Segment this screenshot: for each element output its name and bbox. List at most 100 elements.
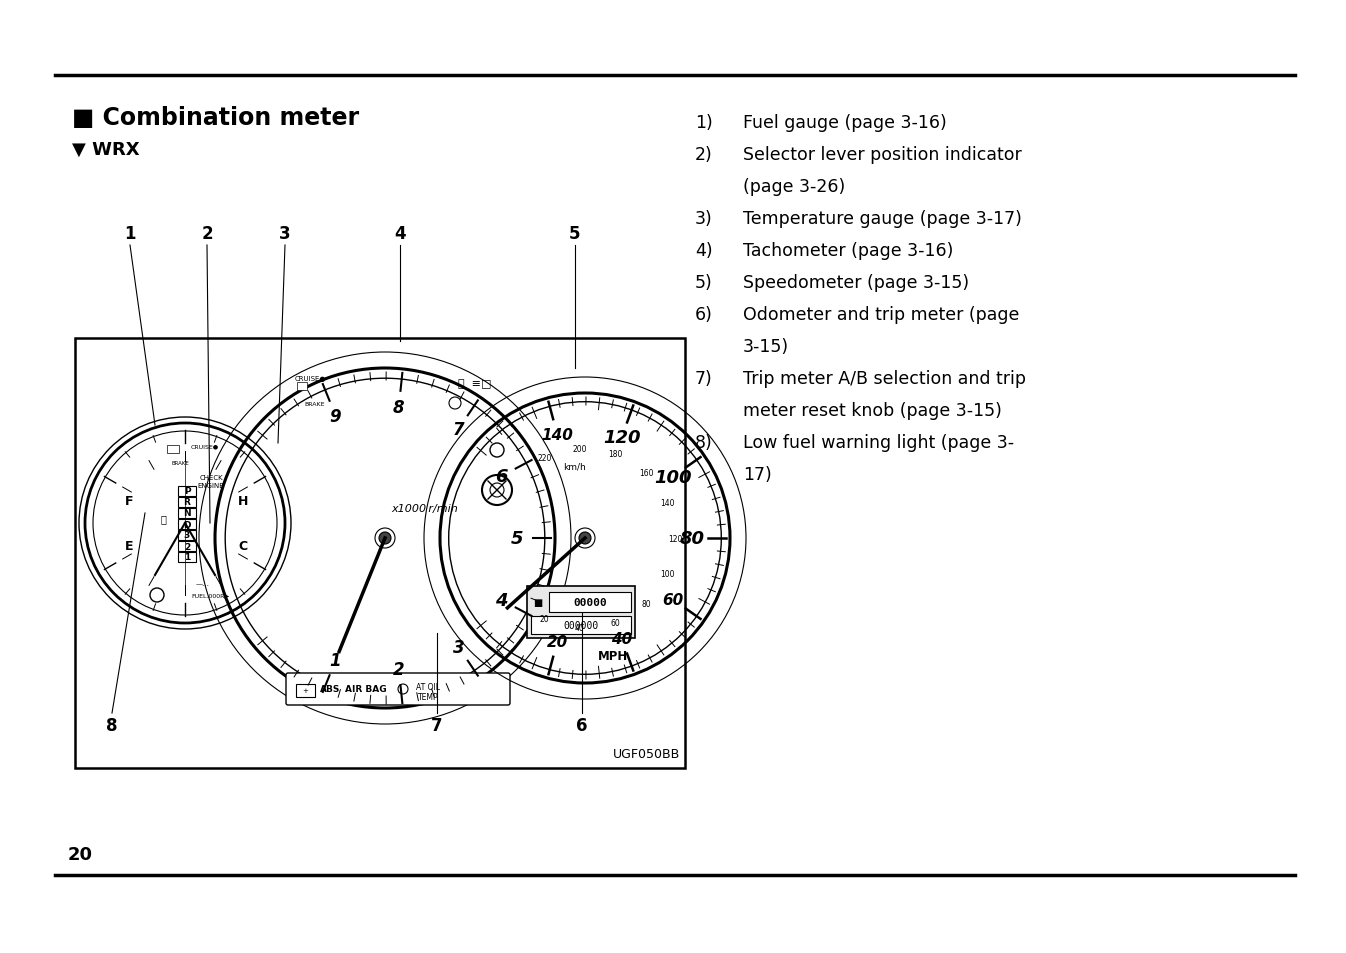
Text: 160: 160 bbox=[639, 469, 654, 477]
FancyBboxPatch shape bbox=[178, 508, 197, 518]
Text: +: + bbox=[302, 687, 308, 693]
Text: 7: 7 bbox=[454, 420, 464, 438]
Text: Speedometer (page 3-15): Speedometer (page 3-15) bbox=[743, 274, 969, 292]
Text: 120: 120 bbox=[603, 429, 641, 447]
Text: UGF050BB: UGF050BB bbox=[612, 747, 680, 760]
Text: ▼ WRX: ▼ WRX bbox=[71, 141, 140, 159]
Text: 3-15): 3-15) bbox=[743, 337, 789, 355]
Text: 2: 2 bbox=[393, 660, 405, 679]
FancyBboxPatch shape bbox=[178, 541, 197, 552]
Text: AT OIL: AT OIL bbox=[416, 682, 440, 692]
Text: Tachometer (page 3-16): Tachometer (page 3-16) bbox=[743, 242, 953, 260]
Text: TEMP: TEMP bbox=[417, 693, 439, 701]
Text: FUEL.000R▶: FUEL.000R▶ bbox=[191, 593, 229, 598]
Text: ■ Combination meter: ■ Combination meter bbox=[71, 106, 359, 130]
Text: C: C bbox=[238, 539, 248, 552]
Text: Fuel gauge (page 3-16): Fuel gauge (page 3-16) bbox=[743, 113, 946, 132]
Circle shape bbox=[579, 533, 591, 544]
FancyBboxPatch shape bbox=[178, 486, 197, 497]
Text: 200: 200 bbox=[572, 444, 587, 454]
Text: 3: 3 bbox=[454, 639, 464, 657]
Text: 3: 3 bbox=[279, 225, 291, 243]
Text: 7): 7) bbox=[695, 370, 713, 388]
Text: 1: 1 bbox=[330, 652, 342, 670]
Text: 40: 40 bbox=[575, 623, 584, 633]
Text: Low fuel warning light (page 3-: Low fuel warning light (page 3- bbox=[743, 434, 1014, 452]
Text: 20: 20 bbox=[69, 845, 93, 863]
Text: MPH: MPH bbox=[598, 650, 629, 662]
Text: 220: 220 bbox=[537, 454, 552, 462]
Text: D: D bbox=[183, 520, 191, 529]
FancyBboxPatch shape bbox=[528, 586, 635, 639]
Text: 7: 7 bbox=[431, 717, 443, 734]
Text: Trip meter A/B selection and trip: Trip meter A/B selection and trip bbox=[743, 370, 1026, 388]
Text: 1: 1 bbox=[184, 553, 190, 562]
Text: CRUISE●: CRUISE● bbox=[295, 375, 326, 381]
Text: 2): 2) bbox=[695, 146, 713, 164]
Text: 8: 8 bbox=[393, 398, 405, 416]
FancyBboxPatch shape bbox=[178, 497, 197, 508]
Text: H: H bbox=[238, 495, 248, 508]
Text: AIR BAG: AIR BAG bbox=[345, 685, 386, 694]
Text: 180: 180 bbox=[608, 450, 623, 458]
Text: 1: 1 bbox=[124, 225, 136, 243]
Text: R: R bbox=[183, 498, 190, 507]
Text: 40: 40 bbox=[611, 632, 633, 646]
FancyBboxPatch shape bbox=[167, 445, 179, 454]
FancyBboxPatch shape bbox=[178, 519, 197, 530]
Text: 4): 4) bbox=[695, 242, 712, 260]
Circle shape bbox=[180, 519, 188, 527]
Text: 80: 80 bbox=[642, 599, 651, 608]
Text: 140: 140 bbox=[661, 498, 674, 507]
Text: 60: 60 bbox=[662, 592, 684, 607]
FancyBboxPatch shape bbox=[75, 338, 685, 768]
FancyBboxPatch shape bbox=[178, 530, 197, 540]
FancyBboxPatch shape bbox=[549, 593, 631, 613]
Text: 120: 120 bbox=[668, 534, 682, 543]
Text: 2: 2 bbox=[184, 542, 190, 551]
Text: CRUISE●: CRUISE● bbox=[191, 444, 219, 449]
Text: meter reset knob (page 3-15): meter reset knob (page 3-15) bbox=[743, 401, 1001, 419]
Text: 5): 5) bbox=[695, 274, 713, 292]
Text: 5: 5 bbox=[569, 225, 580, 243]
Text: 6: 6 bbox=[576, 717, 588, 734]
Text: 000000: 000000 bbox=[564, 620, 599, 630]
Text: 5: 5 bbox=[510, 530, 524, 547]
Text: 6: 6 bbox=[495, 468, 507, 485]
Text: N: N bbox=[183, 509, 191, 518]
Text: —…: —… bbox=[197, 580, 210, 586]
Text: CHECK
ENGINE: CHECK ENGINE bbox=[198, 475, 225, 488]
Text: E: E bbox=[125, 539, 133, 552]
Circle shape bbox=[380, 533, 390, 544]
Text: 4: 4 bbox=[394, 225, 405, 243]
Text: BRAKE: BRAKE bbox=[304, 401, 326, 406]
Text: 20: 20 bbox=[540, 615, 549, 623]
Text: BRAKE: BRAKE bbox=[171, 461, 188, 466]
Text: ABS: ABS bbox=[320, 685, 341, 694]
Text: 8): 8) bbox=[695, 434, 713, 452]
Text: 20: 20 bbox=[546, 634, 568, 649]
Text: Odometer and trip meter (page: Odometer and trip meter (page bbox=[743, 306, 1019, 324]
Text: P: P bbox=[183, 487, 190, 496]
Text: 1): 1) bbox=[695, 113, 713, 132]
Text: ⛽: ⛽ bbox=[160, 514, 166, 523]
Text: 6): 6) bbox=[695, 306, 713, 324]
Text: 4: 4 bbox=[495, 592, 507, 609]
Text: Selector lever position indicator: Selector lever position indicator bbox=[743, 146, 1022, 164]
FancyBboxPatch shape bbox=[296, 684, 315, 697]
Text: 140: 140 bbox=[541, 428, 573, 443]
Text: 80: 80 bbox=[680, 530, 704, 547]
Text: 🏠  ≡□: 🏠 ≡□ bbox=[458, 378, 491, 389]
Text: km/h: km/h bbox=[564, 462, 587, 471]
FancyBboxPatch shape bbox=[532, 617, 631, 635]
Text: 9: 9 bbox=[330, 407, 342, 425]
Text: 60: 60 bbox=[611, 618, 621, 627]
Text: 2: 2 bbox=[201, 225, 213, 243]
Text: F: F bbox=[125, 495, 133, 508]
FancyBboxPatch shape bbox=[178, 552, 197, 562]
Text: Temperature gauge (page 3-17): Temperature gauge (page 3-17) bbox=[743, 210, 1022, 228]
Text: x1000 r/min: x1000 r/min bbox=[392, 503, 459, 514]
FancyBboxPatch shape bbox=[285, 673, 510, 705]
Text: 100: 100 bbox=[661, 570, 674, 578]
Text: 3): 3) bbox=[695, 210, 713, 228]
